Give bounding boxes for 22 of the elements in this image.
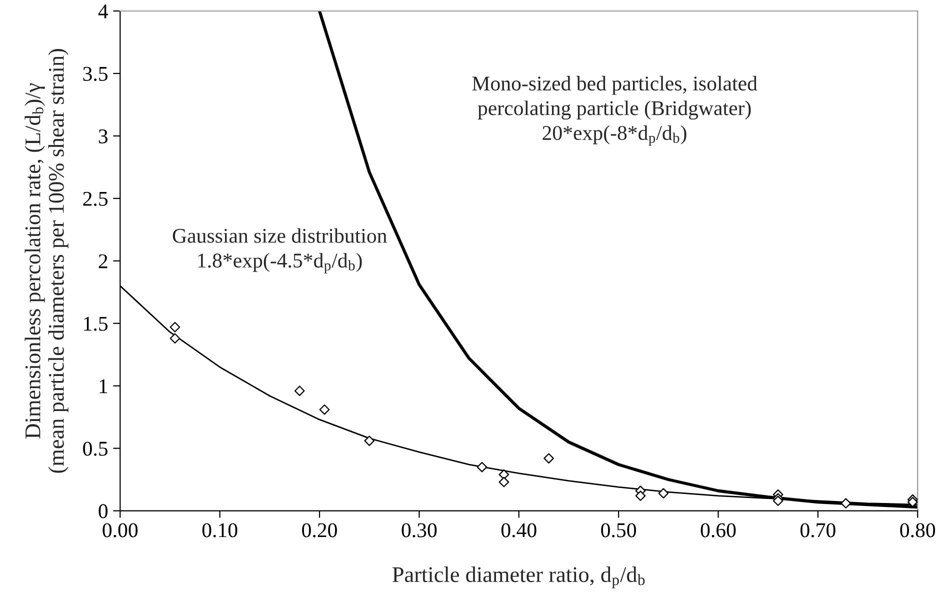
y-tick-label: 0.5 — [83, 442, 108, 456]
x-axis-title: Particle diameter ratio, d$_{p}$/d$_{b}$ — [392, 566, 645, 588]
annotation: Mono-sized bed particles, isolated percolating particle (Bridgwater) 20*exp(-8*d$_{p}$/d$_{b}$) — [472, 76, 758, 146]
y-tick-label: 4 — [98, 4, 108, 18]
x-tick-label: 0.80 — [900, 523, 936, 538]
x-tick-label: 0.70 — [800, 523, 836, 538]
x-tick-label: 0.40 — [501, 523, 536, 538]
y-axis-title: Dimensionless percolation rate, (L/d$_{b}$)/γ (mean particle diameters per 100% shear strain) — [24, 49, 68, 473]
x-tick-label: 0.50 — [601, 523, 636, 538]
y-tick-label: 2.5 — [83, 192, 108, 206]
y-tick-label: 2 — [98, 254, 108, 268]
x-tick-label: 0.60 — [700, 523, 736, 538]
x-tick-label: 0.30 — [402, 523, 437, 538]
x-tick-label: 0.20 — [302, 523, 337, 538]
y-tick-label: 1 — [100, 379, 108, 394]
y-tick-label: 0 — [98, 504, 108, 518]
x-tick-label: 0.00 — [102, 523, 138, 538]
y-tick-label: 3.5 — [83, 66, 108, 81]
y-tick-label: 3 — [98, 129, 108, 144]
y-tick-label: 1.5 — [84, 316, 108, 331]
annotation: Gaussian size distribution 1.8*exp(-4.5*d$_{p}$/d$_{b}$) — [172, 228, 387, 274]
x-tick-label: 0.10 — [202, 523, 238, 538]
